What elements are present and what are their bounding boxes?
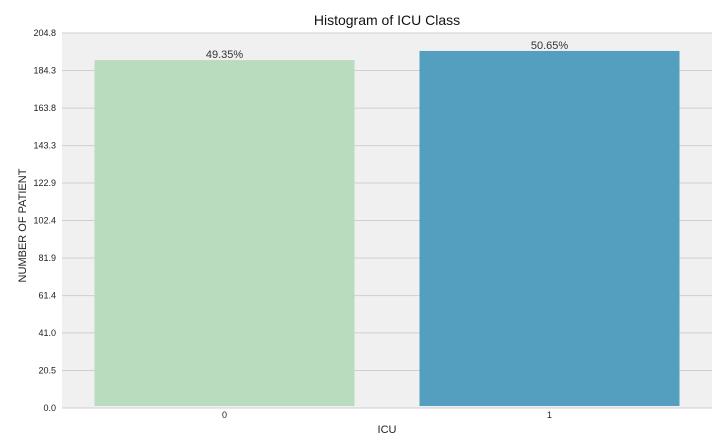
y-tick-label: 20.5 bbox=[38, 365, 56, 375]
bar-0 bbox=[94, 60, 355, 406]
y-tick-label: 0.0 bbox=[43, 403, 56, 413]
data-label: 50.65% bbox=[531, 40, 569, 52]
y-tick-label: 184.3 bbox=[33, 66, 56, 76]
y-axis-label: NUMBER OF PATIENT bbox=[17, 168, 29, 282]
y-tick-labels: 0.0 20.5 41.0 61.4 81.9 102.4 122.9 143.3 163.8 1… bbox=[33, 28, 56, 413]
x-tick-label: 0 bbox=[222, 410, 227, 420]
y-tick-label: 41.0 bbox=[38, 328, 56, 338]
y-tick-label: 61.4 bbox=[38, 291, 56, 301]
x-axis-label: ICU bbox=[378, 424, 397, 436]
y-tick-label: 81.9 bbox=[38, 253, 56, 263]
x-tick-label: 1 bbox=[547, 410, 552, 420]
chart-title: Histogram of ICU Class bbox=[314, 12, 460, 28]
y-tick-label: 102.4 bbox=[33, 216, 56, 226]
data-labels: 49.35% 50.65% bbox=[206, 40, 569, 61]
y-tick-label: 122.9 bbox=[33, 178, 56, 188]
data-label: 49.35% bbox=[206, 49, 244, 61]
y-tick-label: 163.8 bbox=[33, 103, 56, 113]
y-tick-label: 143.3 bbox=[33, 141, 56, 151]
bars bbox=[94, 50, 680, 406]
y-tick-label: 204.8 bbox=[33, 28, 56, 38]
bar-1 bbox=[419, 50, 680, 406]
